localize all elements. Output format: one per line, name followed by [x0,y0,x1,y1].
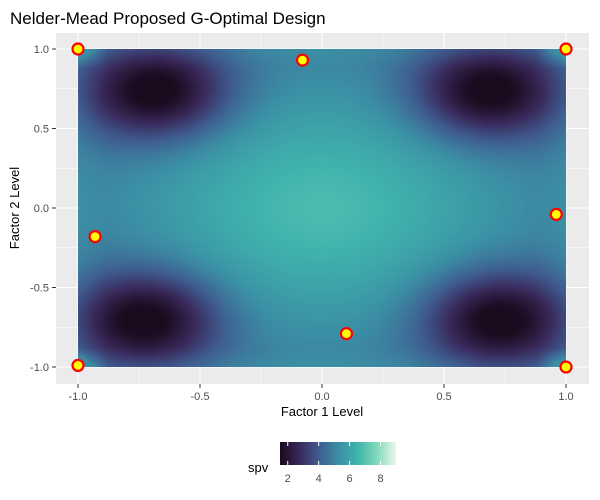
legend-tick-label: 6 [347,473,353,485]
y-axis: -1.0 -0.5 0.0 0.5 1.0 [30,44,56,374]
legend-colorbar [280,442,396,465]
design-point [71,42,85,56]
design-point [295,53,310,67]
y-tick-label: 0.0 [34,203,49,215]
legend-ticks: 2 4 6 8 [285,442,384,485]
y-axis-title: Factor 2 Level [7,167,22,249]
x-axis-title: Factor 1 Level [281,404,363,419]
design-point [88,230,102,244]
x-tick-label: -0.5 [191,391,210,403]
y-tick-label: 1.0 [34,44,49,56]
x-tick-label: 0.0 [314,391,329,403]
x-tick-label: -1.0 [69,391,88,403]
y-tick-label: -0.5 [30,283,49,295]
x-tick-label: 1.0 [558,391,573,403]
design-point [559,360,573,374]
heatmap-area [78,49,566,367]
design-points [71,42,573,374]
design-point [71,358,85,373]
legend-tick-label: 4 [316,473,322,485]
design-point [549,207,563,221]
x-axis: -1.0 -0.5 0.0 0.5 1.0 [69,384,574,403]
y-tick-label: -1.0 [30,362,49,374]
legend-title: spv [248,460,269,475]
design-point [559,42,573,56]
x-tick-label: 0.5 [436,391,451,403]
legend-tick-label: 8 [377,473,383,485]
design-point [339,327,353,341]
legend: spv 2 4 6 8 [248,442,396,485]
y-tick-label: 0.5 [34,124,49,136]
chart-title: Nelder-Mead Proposed G-Optimal Design [10,9,326,28]
legend-tick-label: 2 [285,473,291,485]
